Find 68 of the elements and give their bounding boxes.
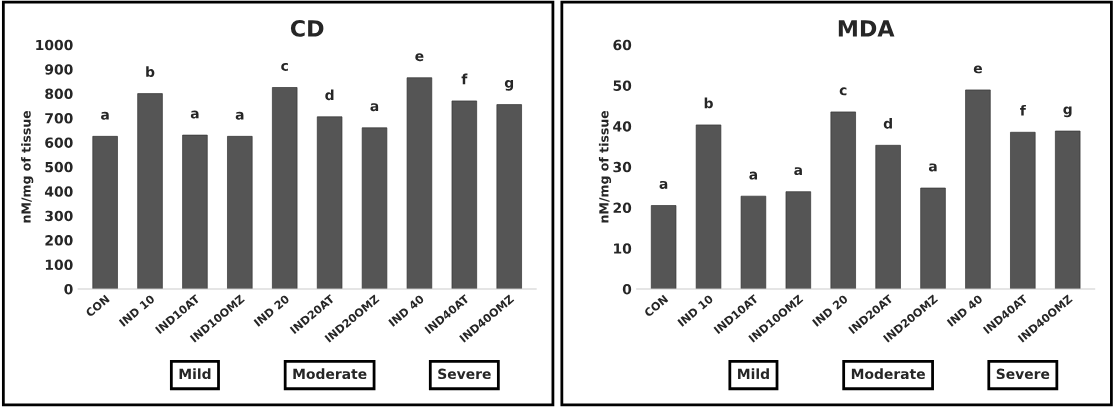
data-label: e: [415, 53, 424, 62]
y-tick-label: 900: [45, 64, 73, 75]
data-label: c: [839, 87, 847, 96]
bar: [92, 135, 118, 289]
data-label: f: [461, 73, 468, 85]
y-tick-label: 50: [613, 80, 632, 91]
bar: [182, 134, 208, 289]
y-tick-label: 20: [613, 202, 632, 214]
y-tick-label: 300: [45, 210, 73, 222]
text: Severe: [438, 368, 491, 380]
bar: [361, 127, 388, 289]
data-label: a: [190, 110, 199, 119]
y-tick-label: 200: [45, 235, 73, 246]
bar: [272, 87, 298, 289]
bar: [451, 100, 478, 289]
y-tick-label: 700: [45, 113, 73, 124]
bar: [740, 195, 767, 289]
data-label: e: [973, 65, 982, 74]
data-label: a: [794, 167, 802, 176]
bar: [965, 89, 991, 289]
data-label: a: [101, 111, 109, 120]
y-tick-label: 800: [45, 88, 73, 100]
bar: [137, 93, 163, 289]
text: Mild: [738, 368, 769, 380]
bar: [785, 191, 812, 289]
data-label: d: [883, 117, 892, 129]
data-label: b: [704, 97, 713, 109]
y-axis-title: nM/mg of tissue: [21, 110, 34, 223]
data-label: a: [749, 171, 758, 180]
chart-title: CD: [290, 19, 324, 37]
y-tick-label: 10: [614, 243, 632, 254]
y-axis-title: nM/mg of tissue: [598, 110, 612, 223]
bar: [227, 135, 253, 289]
data-label: a: [928, 163, 937, 172]
bar: [650, 205, 677, 289]
text: Severe: [996, 368, 1050, 380]
text: Moderate: [851, 368, 925, 380]
y-tick-label: 600: [45, 137, 73, 148]
bar: [1055, 130, 1081, 289]
data-label: c: [281, 62, 288, 71]
text: Moderate: [293, 368, 367, 380]
y-tick-label: 60: [613, 39, 632, 51]
data-label: b: [146, 66, 155, 78]
y-tick-label: 0: [64, 283, 73, 295]
data-label: a: [370, 103, 379, 112]
bar: [406, 77, 433, 289]
bar: [695, 124, 722, 289]
bar: [875, 144, 901, 289]
bar: [1010, 131, 1036, 289]
data-label: d: [325, 89, 334, 101]
bar: [830, 111, 856, 289]
data-label: a: [659, 180, 668, 189]
y-tick-label: 40: [613, 121, 632, 132]
y-tick-label: 400: [44, 186, 73, 197]
y-tick-label: 1000: [36, 39, 73, 51]
y-tick-label: 30: [613, 161, 632, 173]
y-tick-label: 0: [622, 283, 632, 295]
y-tick-label: 100: [45, 259, 73, 271]
data-label: g: [504, 79, 514, 91]
data-label: f: [1020, 104, 1026, 116]
text: Mild: [179, 368, 211, 380]
y-tick-label: 500: [45, 161, 73, 173]
bar: [496, 104, 522, 289]
bar: [316, 116, 343, 289]
chart-title: MDA: [838, 20, 895, 37]
data-label: g: [1063, 106, 1072, 118]
bar: [920, 187, 946, 289]
data-label: a: [235, 111, 244, 120]
